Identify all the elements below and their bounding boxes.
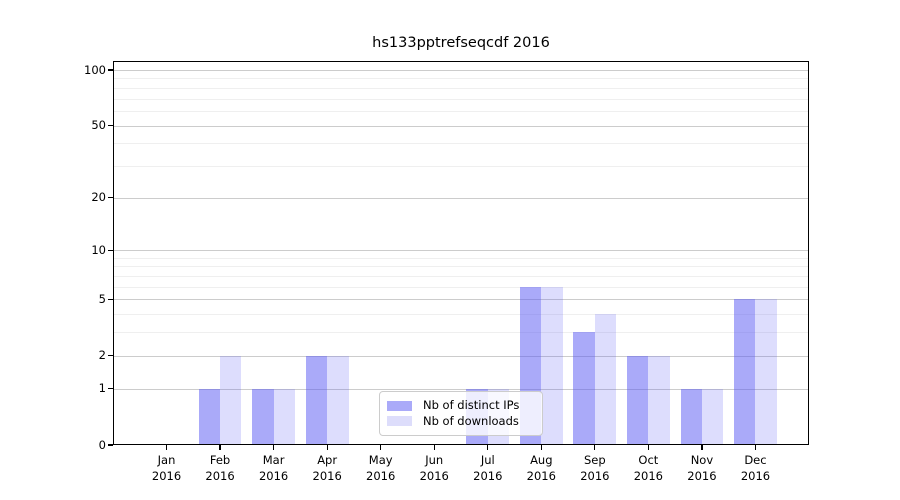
bar-downloads bbox=[327, 355, 349, 445]
x-tick-mark bbox=[165, 445, 168, 450]
y-tick-mark bbox=[108, 388, 113, 390]
y-tick-mark bbox=[108, 249, 113, 251]
bar-downloads bbox=[541, 286, 563, 445]
plot-area bbox=[113, 61, 809, 445]
x-tick-mark bbox=[594, 445, 596, 450]
y-tick-label: 1 bbox=[98, 381, 106, 396]
grid-line-minor bbox=[113, 143, 809, 145]
legend-swatch-downloads-icon bbox=[387, 416, 412, 427]
legend-swatch-distinct-ips-icon bbox=[387, 400, 412, 411]
y-tick-label: 50 bbox=[91, 118, 106, 133]
x-tick-label: Oct 2016 bbox=[633, 453, 664, 483]
bar-downloads bbox=[648, 355, 670, 445]
bar-distinct-ips bbox=[573, 332, 595, 445]
grid-line-major bbox=[113, 355, 809, 357]
grid-line-major bbox=[113, 70, 809, 71]
grid-line-minor bbox=[113, 286, 809, 288]
bar-downloads bbox=[755, 299, 777, 445]
x-tick-mark bbox=[540, 445, 542, 450]
y-tick-label: 10 bbox=[91, 242, 106, 257]
x-tick-label: Jun 2016 bbox=[419, 453, 449, 483]
x-tick-label: Jul 2016 bbox=[473, 453, 503, 483]
bar-distinct-ips bbox=[680, 388, 702, 445]
y-tick-mark bbox=[108, 298, 113, 300]
x-tick-mark bbox=[433, 445, 435, 450]
y-tick-mark bbox=[108, 69, 113, 71]
x-tick-mark bbox=[326, 445, 328, 450]
legend: Nb of distinct IPs Nb of downloads bbox=[379, 391, 543, 436]
legend-item-downloads: Nb of downloads bbox=[387, 413, 542, 428]
grid-line-minor bbox=[113, 266, 809, 268]
bar-downloads bbox=[594, 314, 617, 445]
grid-line-major bbox=[113, 250, 809, 252]
bar-distinct-ips bbox=[252, 388, 274, 445]
bar-downloads bbox=[701, 388, 724, 445]
grid-line-minor bbox=[113, 110, 809, 112]
grid-line-minor bbox=[113, 87, 809, 89]
bar-downloads bbox=[220, 355, 242, 445]
x-tick-label: Sep 2016 bbox=[580, 453, 610, 483]
legend-label-downloads: Nb of downloads bbox=[423, 413, 519, 428]
x-tick-label: Nov 2016 bbox=[687, 453, 717, 483]
grid-line-minor bbox=[113, 98, 809, 100]
grid-line-minor bbox=[113, 332, 809, 334]
bar-distinct-ips bbox=[626, 355, 649, 445]
bar-distinct-ips bbox=[734, 299, 756, 445]
x-tick-mark bbox=[272, 445, 275, 450]
y-tick-label: 100 bbox=[84, 62, 106, 77]
legend-item-distinct-ips: Nb of distinct IPs bbox=[387, 398, 542, 412]
y-tick-mark bbox=[108, 444, 113, 446]
x-tick-mark bbox=[380, 445, 382, 450]
x-tick-label: Aug 2016 bbox=[526, 453, 556, 483]
x-tick-mark bbox=[754, 445, 757, 450]
grid-line-major bbox=[113, 299, 809, 301]
y-tick-label: 0 bbox=[98, 437, 106, 452]
grid-line-major bbox=[113, 197, 809, 199]
y-tick-label: 2 bbox=[98, 348, 106, 363]
chart-title: hs133pptrefseqcdf 2016 bbox=[372, 35, 550, 51]
x-tick-mark bbox=[487, 445, 489, 450]
x-tick-mark bbox=[701, 445, 703, 450]
x-tick-label: Mar 2016 bbox=[258, 453, 289, 483]
grid-line-major bbox=[113, 125, 809, 127]
y-tick-mark bbox=[108, 355, 113, 357]
grid-line-major bbox=[113, 388, 809, 390]
x-tick-mark bbox=[647, 445, 650, 450]
y-tick-label: 20 bbox=[91, 190, 106, 205]
x-tick-label: Dec 2016 bbox=[740, 453, 771, 483]
y-tick-mark bbox=[108, 197, 113, 199]
x-tick-mark bbox=[219, 445, 221, 450]
bar-downloads bbox=[273, 388, 296, 445]
bar-distinct-ips bbox=[198, 388, 221, 445]
grid-line-minor bbox=[113, 165, 809, 167]
x-tick-label: Apr 2016 bbox=[312, 453, 342, 483]
grid-line-minor bbox=[113, 276, 809, 278]
y-tick-label: 5 bbox=[98, 291, 106, 306]
y-tick-mark bbox=[108, 124, 113, 127]
x-tick-label: May 2016 bbox=[366, 453, 396, 483]
bar-distinct-ips bbox=[305, 355, 328, 445]
grid-line-minor bbox=[113, 314, 809, 316]
legend-label-distinct-ips: Nb of distinct IPs bbox=[423, 398, 520, 412]
grid-line-minor bbox=[113, 257, 809, 259]
x-tick-label: Feb 2016 bbox=[205, 453, 235, 483]
x-tick-label: Jan 2016 bbox=[151, 453, 182, 483]
grid-line-minor bbox=[113, 78, 809, 80]
